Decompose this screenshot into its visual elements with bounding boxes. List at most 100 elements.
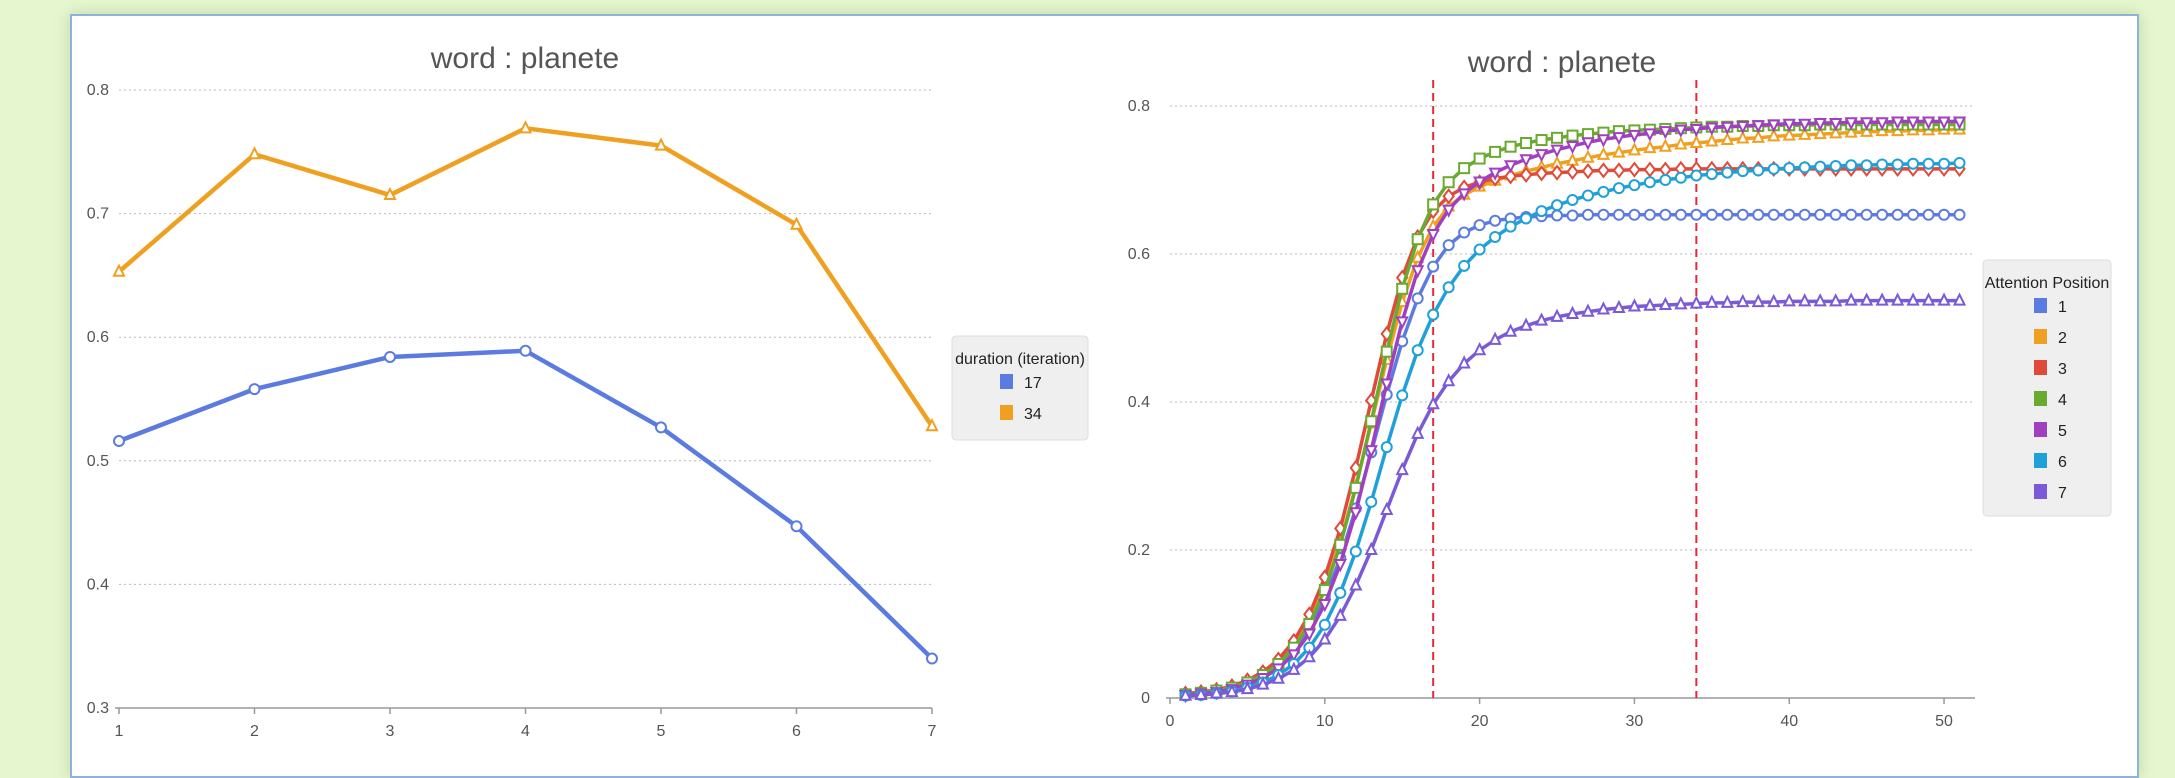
data-point [1534,149,1549,163]
data-point [1952,292,1967,306]
data-point [1628,161,1641,178]
legend-box [1982,259,2112,517]
data-point [1442,281,1455,294]
data-point [1720,131,1734,146]
data-point [789,216,804,230]
data-point [1365,415,1378,428]
data-point [1427,198,1440,211]
data-point [1891,208,1904,221]
data-point [1783,208,1796,221]
x-tick-label: 5 [657,723,666,740]
data-point [1798,208,1811,221]
data-point [1751,293,1765,308]
data-point [1751,120,1765,134]
data-point [1720,294,1734,308]
series-4 [1179,118,1966,701]
data-point [1890,116,1905,130]
legend-swatch [1000,374,1013,389]
data-point [1813,118,1827,132]
data-point [1458,226,1471,239]
data-point [1891,158,1904,171]
data-point [1937,292,1951,306]
data-point [1612,299,1626,314]
data-point [1411,249,1425,263]
data-point [1829,125,1843,139]
y-tick-label: 0.8 [87,82,109,99]
data-point [1333,607,1347,621]
data-point [1844,117,1858,131]
data-point [1690,208,1703,221]
data-point [1565,305,1580,319]
data-point [1952,116,1967,130]
data-point [1411,233,1424,246]
data-point [1395,461,1409,476]
data-point [1643,176,1656,189]
y-tick-label: 0.4 [1128,394,1150,411]
data-point [112,263,126,277]
data-point [519,344,532,357]
data-point [1520,212,1533,225]
x-tick-label: 40 [1780,713,1798,730]
data-point [1426,395,1440,410]
data-point [1550,308,1564,322]
x-tick-label: 50 [1935,713,1953,730]
data-point [1519,166,1533,183]
data-point [1921,292,1936,306]
data-point [1287,649,1301,663]
data-point [1907,157,1920,170]
x-tick-label: 2 [250,723,259,740]
data-point [1472,341,1487,356]
data-point [1566,193,1579,206]
data-point [1520,137,1533,149]
y-tick-label: 0.7 [87,206,109,223]
data-point [1814,208,1827,221]
x-tick-label: 3 [386,723,395,740]
charts-svg: word : planete word : planete 0.3 0.4 0.5 0… [87,42,2112,740]
data-point [1488,167,1502,181]
data-point [1318,599,1332,613]
data-point [1427,260,1440,273]
data-point [1566,209,1579,222]
data-point [1798,293,1812,307]
data-point [1473,243,1486,256]
right-line-chart: 0 0.2 0.4 0.6 0.8 0 10 20 30 40 50 Attention Positi… [1128,80,2112,730]
data-point [1705,294,1719,308]
data-point [1767,293,1781,308]
series-line [1185,213,1960,697]
data-point [1411,265,1425,279]
data-point [1364,541,1378,555]
data-point [1813,125,1827,140]
legend-swatch [2034,422,2047,437]
data-point [113,435,125,448]
data-point [1458,162,1471,175]
data-point [790,520,803,533]
data-point [1550,164,1564,181]
data-point [1860,117,1874,131]
data-point [1457,355,1471,369]
data-point [1503,323,1518,337]
data-point [1860,159,1873,172]
y-tick-label: 0.8 [1128,98,1150,115]
data-point [1488,331,1502,345]
data-point [383,186,397,201]
data-point [1551,209,1564,222]
data-point [1844,124,1858,138]
data-point [1473,219,1486,232]
data-point [1921,116,1936,130]
legend-swatch [2034,360,2047,375]
data-point [1365,495,1378,508]
data-point [1535,165,1548,182]
y-tick-label: 0 [1141,690,1150,707]
data-point [1596,134,1611,148]
data-point [1318,631,1332,645]
data-point [1628,208,1641,221]
data-point [1813,293,1827,307]
data-point [1318,618,1331,631]
data-point [1782,127,1796,141]
data-point [1674,136,1688,150]
legend-swatch [2034,453,2047,468]
y-tick-label: 0.5 [87,453,109,470]
legend-label: 5 [2058,423,2067,440]
legend-title: Attention Position [1985,275,2110,292]
data-point [1240,680,1255,695]
